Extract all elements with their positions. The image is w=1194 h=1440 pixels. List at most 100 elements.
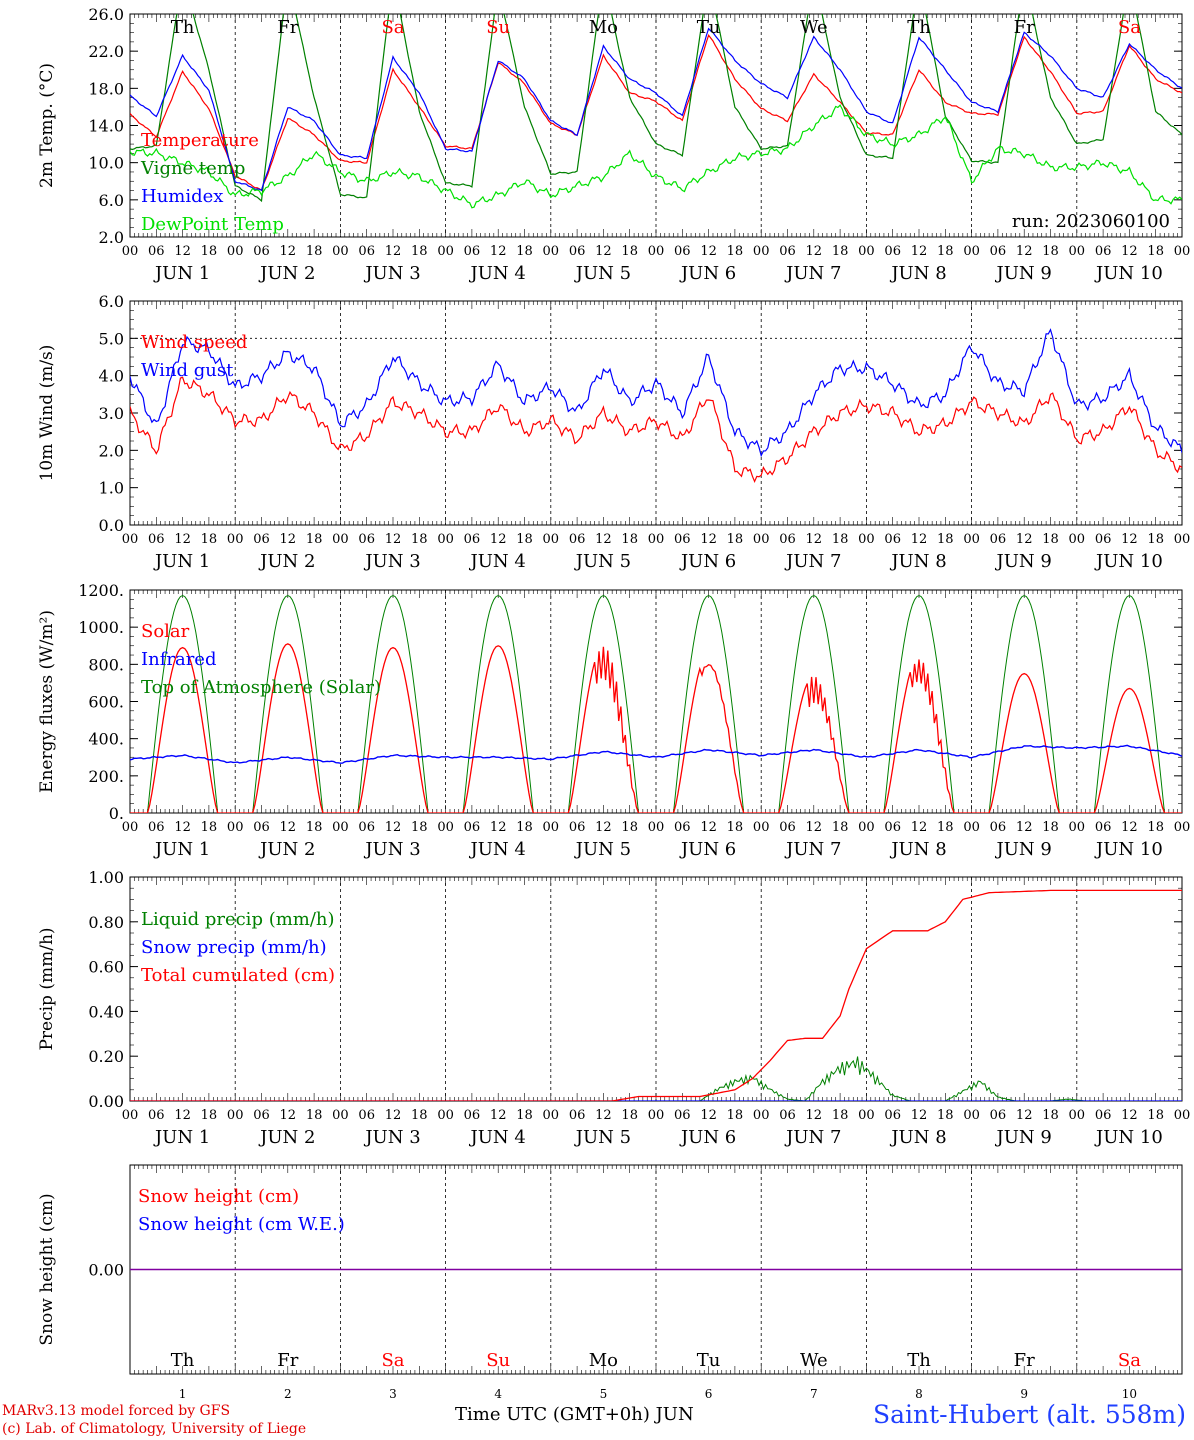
hour-tick-label: 00 (963, 820, 980, 835)
hour-tick-label: 06 (358, 532, 375, 547)
day-number-label: 10 (1122, 1387, 1137, 1401)
y-tick-label: 400. (88, 730, 124, 749)
model-credit: MARv3.13 model forced by GFS (2, 1403, 231, 1419)
hour-tick-label: 06 (464, 532, 481, 547)
weekday-label: Sa (1118, 17, 1141, 38)
hour-tick-label: 00 (122, 820, 139, 835)
hour-tick-label: 12 (806, 244, 823, 259)
hour-tick-label: 06 (674, 532, 691, 547)
series-line (130, 744, 1182, 764)
day-number-label: 6 (705, 1387, 713, 1401)
date-label: JUN 8 (889, 551, 946, 572)
hour-tick-label: 12 (806, 1108, 823, 1123)
y-tick-label: 4.0 (99, 367, 124, 386)
hour-tick-label: 18 (1147, 820, 1164, 835)
hour-tick-label: 00 (227, 532, 244, 547)
hour-tick-label: 00 (1069, 244, 1086, 259)
hour-tick-label: 18 (516, 820, 533, 835)
hour-tick-label: 06 (674, 1108, 691, 1123)
y-tick-label: 800. (88, 655, 124, 674)
date-label: JUN 6 (679, 551, 736, 572)
y-tick-label: 600. (88, 693, 124, 712)
date-label: JUN 3 (363, 1127, 420, 1148)
hour-tick-label: 00 (963, 532, 980, 547)
hour-tick-label: 06 (148, 244, 165, 259)
hour-tick-label: 06 (569, 244, 586, 259)
hour-tick-label: 06 (990, 532, 1007, 547)
weekday-label: Tu (697, 17, 721, 38)
hour-tick-label: 12 (911, 1108, 928, 1123)
hour-tick-label: 06 (358, 820, 375, 835)
series-line (130, 1056, 1182, 1101)
hour-tick-label: 12 (911, 244, 928, 259)
hour-tick-label: 12 (1121, 532, 1138, 547)
hour-tick-label: 00 (1174, 244, 1191, 259)
hour-tick-label: 18 (1042, 820, 1059, 835)
hour-tick-label: 12 (174, 532, 191, 547)
day-number-label: 9 (1020, 1387, 1028, 1401)
date-label: JUN 7 (784, 1127, 841, 1148)
weekday-label: Fr (277, 17, 298, 38)
hour-tick-label: 06 (464, 244, 481, 259)
panel-snow: 0.00 Snow height (cm) Snow height (cm) Snow… (37, 1164, 1183, 1375)
hour-tick-label: 06 (674, 244, 691, 259)
hour-tick-label: 00 (648, 820, 665, 835)
hour-tick-label: 12 (385, 532, 402, 547)
legend-entry: Solar (141, 621, 190, 642)
hour-tick-label: 12 (490, 1108, 507, 1123)
y-tick-label: 0.40 (88, 1002, 124, 1021)
panel-precip: 0.00 0.20 0.40 0.60 0.80 1.00 Precip (mm/h) 00 0… (37, 868, 1190, 1148)
x-axis-title: Time UTC (GMT+0h) JUN (455, 1404, 694, 1425)
day-number-label: 3 (389, 1387, 397, 1401)
weekday-label: Th (171, 1350, 195, 1371)
y-tick-label: 1.00 (88, 868, 124, 887)
panel-energy: 0. 200. 400. 600. 800. 1000. 1200. Energy fluxe… (37, 581, 1190, 860)
hour-tick-label: 18 (937, 1108, 954, 1123)
hour-tick-label: 00 (753, 532, 770, 547)
date-label: JUN 2 (258, 1127, 315, 1148)
hour-tick-label: 18 (1147, 244, 1164, 259)
hour-tick-label: 06 (569, 820, 586, 835)
hour-tick-label: 00 (332, 1108, 349, 1123)
hour-tick-label: 18 (832, 532, 849, 547)
y-tick-label: 1200. (78, 581, 124, 600)
weekday-label: We (800, 17, 828, 38)
hour-tick-label: 18 (727, 244, 744, 259)
hour-tick-label: 06 (148, 820, 165, 835)
date-label: JUN 9 (995, 839, 1052, 860)
y-tick-label: 3.0 (99, 404, 124, 423)
hour-tick-label: 18 (832, 820, 849, 835)
series-line (130, 595, 1182, 813)
hour-tick-label: 06 (148, 1108, 165, 1123)
plot-frame (129, 13, 1183, 238)
hour-tick-label: 12 (806, 532, 823, 547)
legend-entry: Snow height (cm W.E.) (138, 1214, 345, 1235)
y-axis-label: Precip (mm/h) (37, 927, 57, 1050)
plot-frame (129, 589, 1183, 814)
hour-tick-label: 06 (464, 820, 481, 835)
hour-tick-label: 18 (1147, 532, 1164, 547)
hour-tick-label: 12 (280, 1108, 297, 1123)
hour-tick-label: 06 (884, 1108, 901, 1123)
hour-tick-label: 12 (1016, 820, 1033, 835)
date-label: JUN 5 (574, 1127, 631, 1148)
hour-tick-label: 00 (648, 532, 665, 547)
y-tick-label: 22.0 (88, 42, 124, 61)
hour-tick-label: 12 (280, 532, 297, 547)
hour-tick-label: 00 (437, 1108, 454, 1123)
hour-tick-label: 12 (1016, 1108, 1033, 1123)
date-label: JUN 6 (679, 263, 736, 284)
hour-tick-label: 00 (963, 244, 980, 259)
plot-frame (129, 300, 1183, 526)
hour-tick-label: 00 (437, 820, 454, 835)
hour-tick-label: 18 (201, 244, 218, 259)
date-label: JUN 1 (153, 551, 210, 572)
series-group (130, 595, 1182, 813)
hour-tick-label: 18 (1042, 1108, 1059, 1123)
date-label: JUN 7 (784, 839, 841, 860)
hour-tick-label: 12 (490, 820, 507, 835)
series-group (130, 889, 1182, 1101)
hour-tick-label: 00 (1069, 1108, 1086, 1123)
hour-tick-label: 12 (490, 244, 507, 259)
